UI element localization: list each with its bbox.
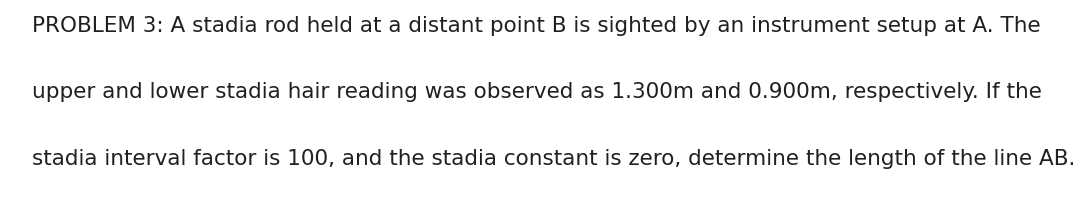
- Text: upper and lower stadia hair reading was observed as 1.300m and 0.900m, respectiv: upper and lower stadia hair reading was …: [32, 82, 1042, 102]
- Text: PROBLEM 3: A stadia rod held at a distant point B is sighted by an instrument se: PROBLEM 3: A stadia rod held at a distan…: [32, 16, 1041, 36]
- Text: stadia interval factor is 100, and the stadia constant is zero, determine the le: stadia interval factor is 100, and the s…: [32, 149, 1076, 169]
